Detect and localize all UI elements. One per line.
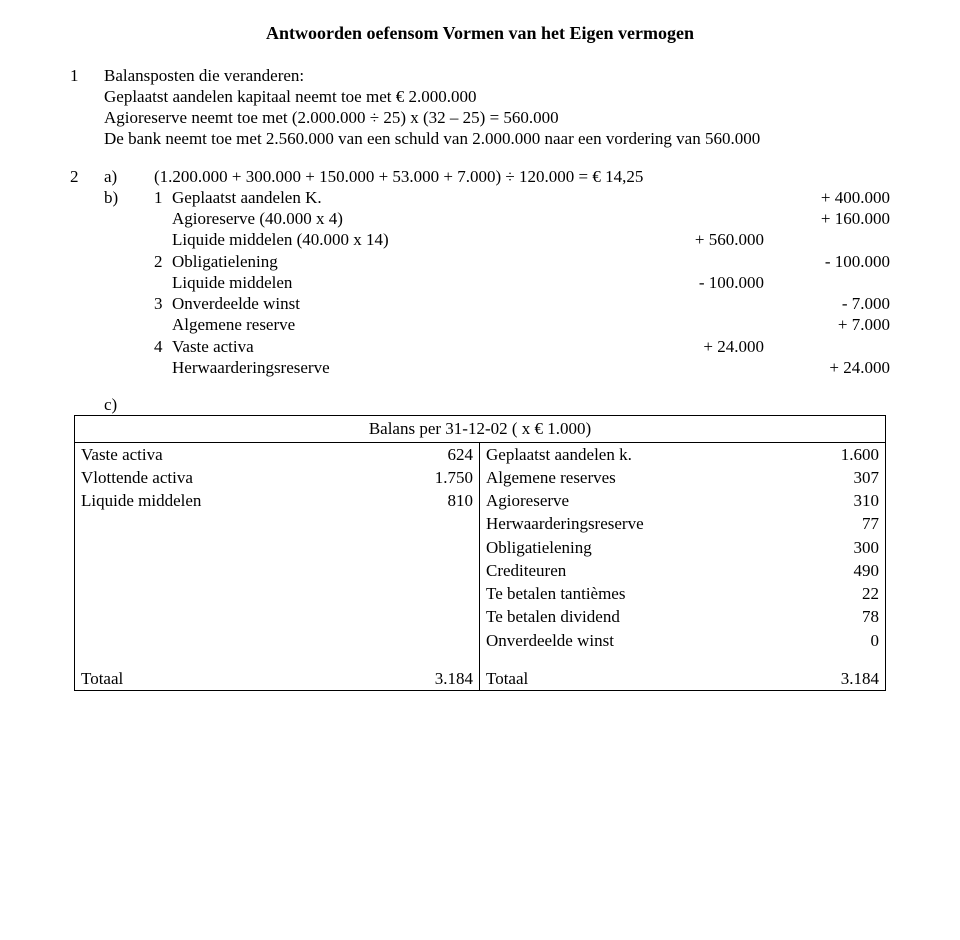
balance-left-val <box>390 512 480 535</box>
q1-number: 1 <box>70 65 104 86</box>
q2-b-text: Herwaarderingsreserve <box>154 357 650 378</box>
page-title: Antwoorden oefensom Vormen van het Eigen… <box>70 22 890 45</box>
balance-left-val: 624 <box>390 443 480 466</box>
q2-b-val2: - 7.000 <box>770 293 890 314</box>
q2-b-desc: Agioreserve (40.000 x 4) <box>172 209 343 228</box>
balance-left-label: Vlottende activa <box>75 466 390 489</box>
q2-b-text: 2Obligatielening <box>154 251 650 272</box>
balance-total-right-val: 3.184 <box>795 652 885 690</box>
balance-left-label: Vaste activa <box>75 443 390 466</box>
balance-left-val: 810 <box>390 489 480 512</box>
balance-right-label: Crediteuren <box>480 559 795 582</box>
q2-b-val1: - 100.000 <box>650 272 770 293</box>
q2-b-text: 1Geplaatst aandelen K. <box>154 187 650 208</box>
q2-b-val1: + 560.000 <box>650 229 770 250</box>
q2-b-row: Liquide middelen - 100.000 <box>70 272 890 293</box>
balance-total-left-label: Totaal <box>75 652 390 690</box>
balance-total-left-val: 3.184 <box>390 652 480 690</box>
balance-right-label: Te betalen tantièmes <box>480 582 795 605</box>
balance-right-label: Herwaarderingsreserve <box>480 512 795 535</box>
balance-left-val <box>390 536 480 559</box>
q1-block: 1 Balansposten die veranderen: Geplaatst… <box>70 65 890 150</box>
balance-right-label: Te betalen dividend <box>480 605 795 628</box>
q2-b-text: Agioreserve (40.000 x 4) <box>154 208 650 229</box>
q2-c-label: c) <box>70 394 890 415</box>
balance-left-val <box>390 605 480 628</box>
q2-block: 2 a) (1.200.000 + 300.000 + 150.000 + 53… <box>70 166 890 692</box>
q2-a-text: (1.200.000 + 300.000 + 150.000 + 53.000 … <box>154 166 890 187</box>
balance-right-label: Geplaatst aandelen k. <box>480 443 795 466</box>
balance-left-val <box>390 559 480 582</box>
q2-b-label: b) <box>104 187 154 208</box>
balance-right-val: 307 <box>795 466 885 489</box>
q2-b-row: Algemene reserve + 7.000 <box>70 314 890 335</box>
q2-b-subnum: 2 <box>154 251 172 272</box>
balance-grid: Vaste activa624Geplaatst aandelen k.1.60… <box>75 443 885 691</box>
balance-left-label <box>75 629 390 652</box>
balance-total-right-label: Totaal <box>480 652 795 690</box>
balance-right-label: Agioreserve <box>480 489 795 512</box>
balance-right-val: 77 <box>795 512 885 535</box>
balance-left-val: 1.750 <box>390 466 480 489</box>
balance-left-label <box>75 512 390 535</box>
q1-line3: Agioreserve neemt toe met (2.000.000 ÷ 2… <box>104 107 890 128</box>
q2-b-val2: + 24.000 <box>770 357 890 378</box>
q2-b-row: 2Obligatielening - 100.000 <box>70 251 890 272</box>
q2-b-subnum: 3 <box>154 293 172 314</box>
q2-b-row: b)1Geplaatst aandelen K. + 400.000 <box>70 187 890 208</box>
balance-right-label: Onverdeelde winst <box>480 629 795 652</box>
q2-b-desc: Vaste activa <box>172 337 254 356</box>
q2-b-row: Herwaarderingsreserve + 24.000 <box>70 357 890 378</box>
balance-left-label: Liquide middelen <box>75 489 390 512</box>
q2-b-val2: + 7.000 <box>770 314 890 335</box>
q2-b-desc: Liquide middelen <box>172 273 292 292</box>
q2-b-row: 4Vaste activa+ 24.000 <box>70 336 890 357</box>
q2-b-row: Liquide middelen (40.000 x 14) + 560.000 <box>70 229 890 250</box>
balance-left-label <box>75 559 390 582</box>
balance-left-label <box>75 536 390 559</box>
q2-b-row: Agioreserve (40.000 x 4) + 160.000 <box>70 208 890 229</box>
q2-b-text: Liquide middelen <box>154 272 650 293</box>
page: Antwoorden oefensom Vormen van het Eigen… <box>0 0 960 940</box>
balance-right-val: 78 <box>795 605 885 628</box>
balance-table: Balans per 31-12-02 ( x € 1.000) Vaste a… <box>74 415 886 691</box>
q2-b-text: Algemene reserve <box>154 314 650 335</box>
q2-b-subnum: 1 <box>154 187 172 208</box>
q2-b-desc: Geplaatst aandelen K. <box>172 188 322 207</box>
balance-right-label: Obligatielening <box>480 536 795 559</box>
q2-a-label: a) <box>104 166 154 187</box>
balance-right-val: 22 <box>795 582 885 605</box>
balance-title: Balans per 31-12-02 ( x € 1.000) <box>75 416 885 442</box>
q1-line1: Balansposten die veranderen: <box>104 65 890 86</box>
q2-b-subnum: 4 <box>154 336 172 357</box>
balance-left-label <box>75 605 390 628</box>
q2-b-desc: Algemene reserve <box>172 315 295 334</box>
q1-line2: Geplaatst aandelen kapitaal neemt toe me… <box>104 86 890 107</box>
q2-b-text: 4Vaste activa <box>154 336 650 357</box>
balance-left-label <box>75 582 390 605</box>
q2-b-row: 3Onverdeelde winst - 7.000 <box>70 293 890 314</box>
balance-right-val: 1.600 <box>795 443 885 466</box>
q2-a-row: a) (1.200.000 + 300.000 + 150.000 + 53.0… <box>70 166 890 187</box>
q2-b-desc: Liquide middelen (40.000 x 14) <box>172 230 389 249</box>
balance-left-val <box>390 629 480 652</box>
q2-b-val2: + 160.000 <box>770 208 890 229</box>
q2-b-val2: - 100.000 <box>770 251 890 272</box>
q2-b-desc: Onverdeelde winst <box>172 294 300 313</box>
balance-left-val <box>390 582 480 605</box>
q1-line4: De bank neemt toe met 2.560.000 van een … <box>104 128 890 149</box>
balance-right-val: 310 <box>795 489 885 512</box>
balance-right-val: 300 <box>795 536 885 559</box>
balance-right-val: 490 <box>795 559 885 582</box>
q2-b-rows: b)1Geplaatst aandelen K.+ 400.000Agiores… <box>70 187 890 378</box>
q2-b-val1: + 24.000 <box>650 336 770 357</box>
q1-body: Balansposten die veranderen: Geplaatst a… <box>104 65 890 150</box>
balance-right-label: Algemene reserves <box>480 466 795 489</box>
q2-b-val2: + 400.000 <box>770 187 890 208</box>
q2-b-text: Liquide middelen (40.000 x 14) <box>154 229 650 250</box>
balance-right-val: 0 <box>795 629 885 652</box>
q2-b-desc: Obligatielening <box>172 252 278 271</box>
q2-b-desc: Herwaarderingsreserve <box>172 358 330 377</box>
q2-b-text: 3Onverdeelde winst <box>154 293 650 314</box>
